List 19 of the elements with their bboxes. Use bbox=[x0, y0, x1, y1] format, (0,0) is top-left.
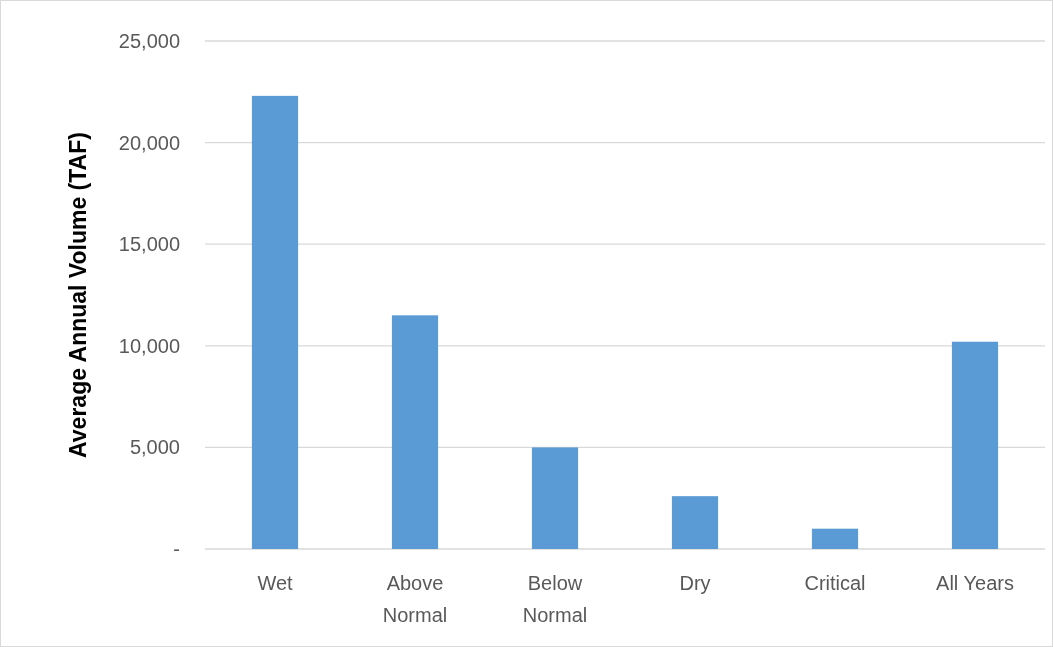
y-tick-label: 20,000 bbox=[118, 131, 180, 154]
y-tick-label: 15,000 bbox=[118, 233, 180, 256]
x-tick-label: Wet bbox=[257, 572, 294, 594]
bar bbox=[951, 341, 999, 549]
y-axis-title: Average Annual Volume (TAF) bbox=[65, 132, 91, 458]
bar bbox=[671, 496, 719, 549]
y-tick-label: 10,000 bbox=[118, 334, 180, 357]
bar bbox=[531, 447, 579, 549]
bar bbox=[251, 95, 299, 549]
x-tick-label: Dry bbox=[679, 572, 711, 594]
y-tick-label: - bbox=[173, 538, 180, 560]
y-tick-label: 25,000 bbox=[118, 30, 180, 52]
y-tick-label: 5,000 bbox=[129, 436, 180, 459]
x-tick-label: All Years bbox=[936, 572, 1014, 594]
x-tick-label: Above Normal bbox=[382, 572, 448, 626]
bar bbox=[391, 315, 439, 549]
x-tick-label: Below Normal bbox=[522, 572, 588, 626]
bar bbox=[811, 528, 859, 549]
x-tick-label: Critical bbox=[804, 572, 866, 594]
